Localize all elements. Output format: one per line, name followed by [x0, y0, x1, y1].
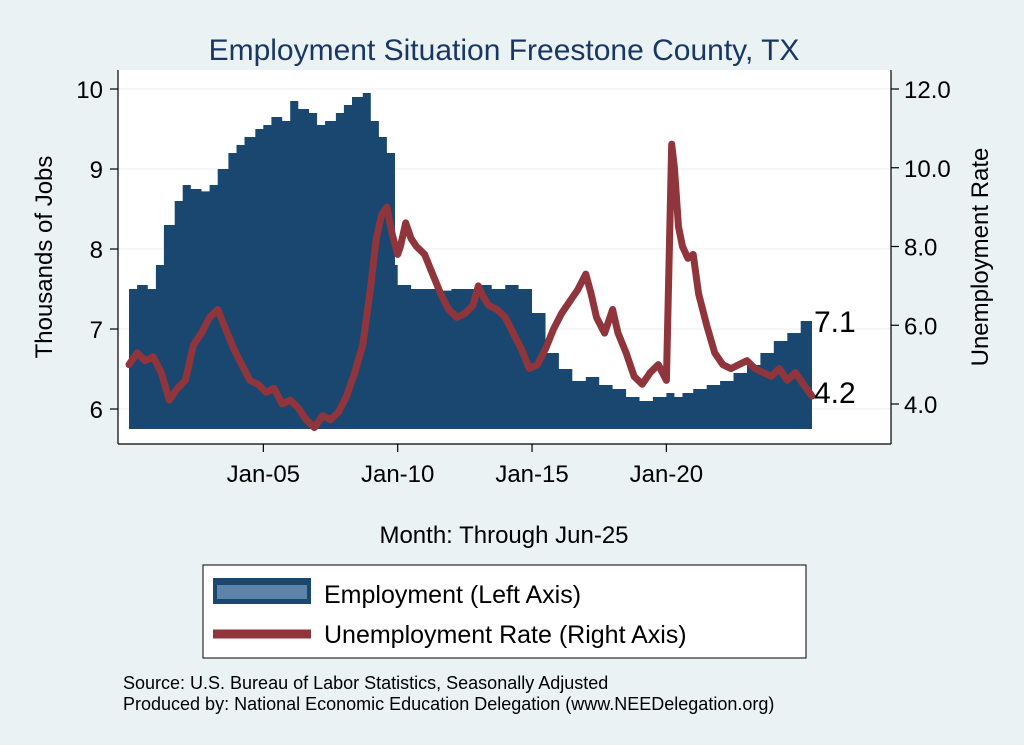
right-axis-title: Unemployment Rate — [967, 148, 994, 367]
x-axis-title: Month: Through Jun-25 — [379, 522, 628, 549]
left-tick-label: 9 — [90, 157, 103, 184]
left-tick-label: 7 — [90, 317, 103, 344]
right-tick-label: 4.0 — [904, 392, 937, 419]
left-axis-ticks: 6 7 8 9 10 — [76, 77, 118, 424]
employment-area — [129, 93, 812, 429]
left-tick-label: 8 — [90, 237, 103, 264]
right-axis-ticks: 4.0 6.0 8.0 10.0 12.0 — [891, 77, 951, 419]
unemployment-end-label: 4.2 — [814, 377, 856, 410]
left-tick-label: 10 — [76, 77, 103, 104]
chart-title: Employment Situation Freestone County, T… — [209, 34, 800, 67]
right-tick-label: 12.0 — [904, 77, 951, 104]
right-tick-label: 10.0 — [904, 156, 951, 183]
x-axis-ticks: Jan-05 Jan-10 Jan-15 Jan-20 — [227, 444, 703, 488]
end-value-labels: 7.1 4.2 — [814, 306, 856, 410]
unemployment-line — [125, 140, 816, 432]
employment-area-series — [129, 93, 812, 429]
left-axis-title: Thousands of Jobs — [31, 156, 58, 359]
x-tick-label: Jan-15 — [495, 461, 568, 488]
employment-end-label: 7.1 — [814, 306, 856, 339]
right-tick-label: 8.0 — [904, 235, 937, 262]
legend-label-employment: Employment (Left Axis) — [324, 581, 581, 609]
left-tick-label: 6 — [90, 397, 103, 424]
x-tick-label: Jan-05 — [227, 461, 300, 488]
legend-label-unemployment: Unemployment Rate (Right Axis) — [324, 621, 687, 649]
produced-by-note: Produced by: National Economic Education… — [123, 694, 774, 714]
unemployment-line-series — [125, 140, 816, 432]
right-tick-label: 6.0 — [904, 313, 937, 340]
legend: Employment (Left Axis) Unemployment Rate… — [202, 564, 807, 659]
legend-swatch-employment-inner — [217, 585, 307, 599]
source-note: Source: U.S. Bureau of Labor Statistics,… — [123, 673, 608, 693]
x-tick-label: Jan-10 — [361, 461, 434, 488]
x-tick-label: Jan-20 — [630, 461, 703, 488]
